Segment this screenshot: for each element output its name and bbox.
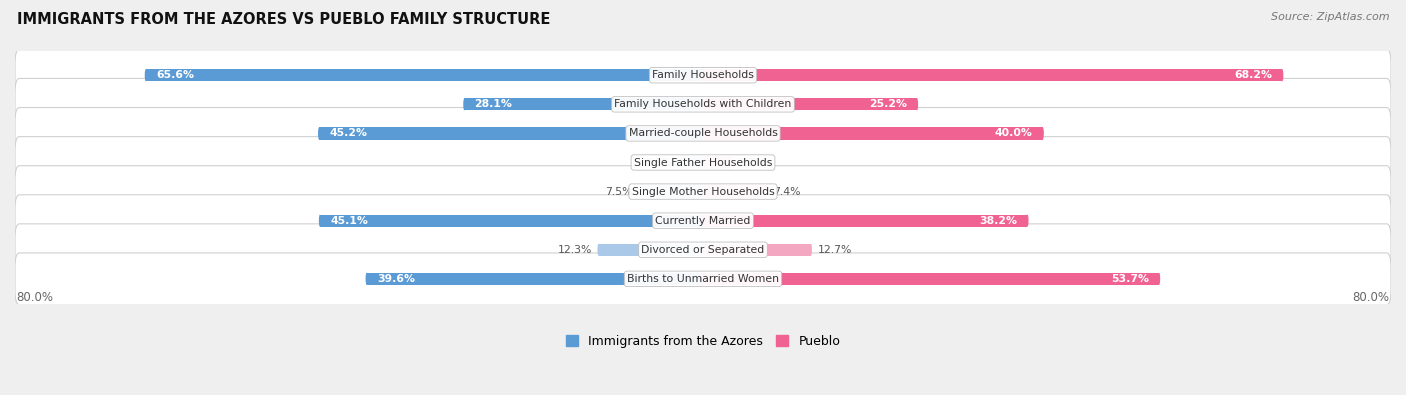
Ellipse shape	[638, 186, 640, 198]
Text: Divorced or Separated: Divorced or Separated	[641, 245, 765, 255]
Ellipse shape	[702, 214, 704, 227]
FancyBboxPatch shape	[15, 79, 1391, 130]
Bar	[703, 127, 1043, 139]
Bar	[703, 244, 811, 256]
Ellipse shape	[1281, 69, 1284, 81]
Ellipse shape	[765, 186, 766, 198]
Text: Single Father Households: Single Father Households	[634, 158, 772, 167]
Bar	[703, 98, 917, 111]
Text: 7.4%: 7.4%	[773, 186, 800, 197]
Ellipse shape	[730, 156, 733, 169]
Bar	[703, 186, 766, 198]
Text: 45.2%: 45.2%	[329, 128, 367, 138]
Bar	[703, 214, 1028, 227]
Bar	[321, 214, 703, 227]
Text: 53.7%: 53.7%	[1111, 274, 1149, 284]
Legend: Immigrants from the Azores, Pueblo: Immigrants from the Azores, Pueblo	[561, 330, 845, 353]
Ellipse shape	[702, 186, 704, 198]
Text: 40.0%: 40.0%	[994, 128, 1032, 138]
Ellipse shape	[598, 244, 599, 256]
Ellipse shape	[702, 244, 704, 256]
Text: 7.5%: 7.5%	[605, 186, 633, 197]
Ellipse shape	[318, 127, 321, 139]
Ellipse shape	[702, 69, 704, 81]
Text: 12.7%: 12.7%	[818, 245, 852, 255]
Bar	[640, 186, 703, 198]
Text: IMMIGRANTS FROM THE AZORES VS PUEBLO FAMILY STRUCTURE: IMMIGRANTS FROM THE AZORES VS PUEBLO FAM…	[17, 12, 550, 27]
Ellipse shape	[702, 98, 704, 111]
Ellipse shape	[702, 186, 704, 198]
FancyBboxPatch shape	[15, 195, 1391, 246]
Bar	[703, 273, 1159, 285]
Text: 39.6%: 39.6%	[377, 274, 415, 284]
Text: 2.8%: 2.8%	[645, 158, 672, 167]
Ellipse shape	[702, 98, 704, 111]
Text: 38.2%: 38.2%	[979, 216, 1018, 226]
Text: 45.1%: 45.1%	[330, 216, 368, 226]
Text: 12.3%: 12.3%	[557, 245, 592, 255]
Text: 3.3%: 3.3%	[738, 158, 765, 167]
Bar	[464, 98, 703, 111]
Ellipse shape	[319, 214, 321, 227]
Text: Births to Unmarried Women: Births to Unmarried Women	[627, 274, 779, 284]
Text: 28.1%: 28.1%	[474, 100, 512, 109]
Ellipse shape	[702, 214, 704, 227]
FancyBboxPatch shape	[15, 166, 1391, 218]
Text: Source: ZipAtlas.com: Source: ZipAtlas.com	[1271, 12, 1389, 22]
Ellipse shape	[702, 273, 704, 285]
Ellipse shape	[702, 244, 704, 256]
Text: 68.2%: 68.2%	[1234, 70, 1272, 80]
FancyBboxPatch shape	[15, 107, 1391, 159]
Ellipse shape	[702, 273, 704, 285]
Text: Married-couple Households: Married-couple Households	[628, 128, 778, 138]
Bar	[679, 156, 703, 169]
Ellipse shape	[702, 127, 704, 139]
Text: Family Households with Children: Family Households with Children	[614, 100, 792, 109]
Ellipse shape	[915, 98, 918, 111]
Ellipse shape	[702, 156, 704, 169]
FancyBboxPatch shape	[15, 137, 1391, 188]
Text: 65.6%: 65.6%	[156, 70, 194, 80]
Text: 80.0%: 80.0%	[1353, 291, 1389, 304]
Text: Currently Married: Currently Married	[655, 216, 751, 226]
Ellipse shape	[678, 156, 681, 169]
Ellipse shape	[1159, 273, 1160, 285]
Ellipse shape	[810, 244, 811, 256]
Ellipse shape	[145, 69, 146, 81]
Bar	[703, 69, 1282, 81]
Ellipse shape	[702, 127, 704, 139]
Text: 25.2%: 25.2%	[869, 100, 907, 109]
Bar	[367, 273, 703, 285]
FancyBboxPatch shape	[15, 224, 1391, 276]
Ellipse shape	[1026, 214, 1029, 227]
Ellipse shape	[1042, 127, 1043, 139]
Text: 80.0%: 80.0%	[17, 291, 53, 304]
Ellipse shape	[463, 98, 465, 111]
Ellipse shape	[366, 273, 368, 285]
Ellipse shape	[702, 156, 704, 169]
FancyBboxPatch shape	[15, 49, 1391, 101]
Bar	[703, 156, 731, 169]
Bar	[319, 127, 703, 139]
Bar	[599, 244, 703, 256]
Text: Single Mother Households: Single Mother Households	[631, 186, 775, 197]
Ellipse shape	[702, 69, 704, 81]
Text: Family Households: Family Households	[652, 70, 754, 80]
Bar	[146, 69, 703, 81]
FancyBboxPatch shape	[15, 253, 1391, 305]
